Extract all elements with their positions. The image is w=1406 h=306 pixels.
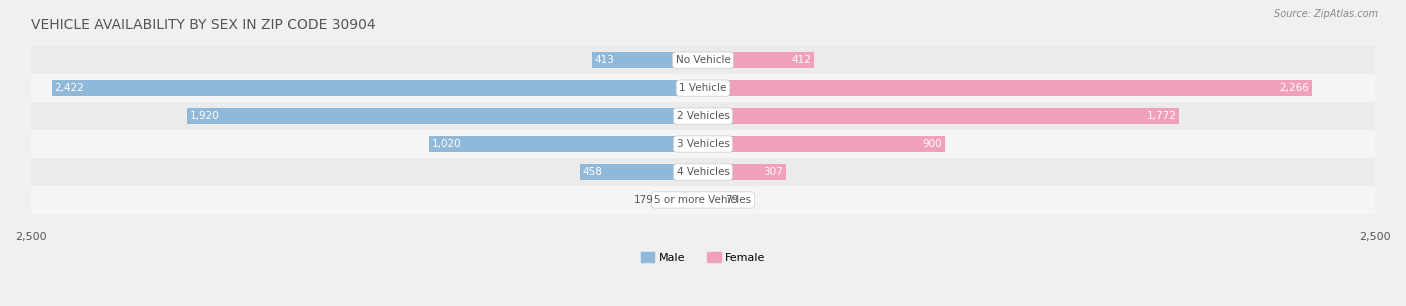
Text: 4 Vehicles: 4 Vehicles <box>676 167 730 177</box>
Bar <box>31 186 1375 214</box>
Text: Source: ZipAtlas.com: Source: ZipAtlas.com <box>1274 9 1378 19</box>
Bar <box>655 192 703 208</box>
Text: VEHICLE AVAILABILITY BY SEX IN ZIP CODE 30904: VEHICLE AVAILABILITY BY SEX IN ZIP CODE … <box>31 17 375 32</box>
Text: 179: 179 <box>634 195 654 205</box>
Bar <box>703 80 1312 96</box>
Text: 3 Vehicles: 3 Vehicles <box>676 139 730 149</box>
Bar <box>31 102 1375 130</box>
Bar <box>592 52 703 68</box>
Bar <box>31 130 1375 158</box>
Bar <box>31 74 1375 102</box>
Bar <box>429 136 703 152</box>
Text: 5 or more Vehicles: 5 or more Vehicles <box>654 195 752 205</box>
Text: 79: 79 <box>725 195 738 205</box>
Bar <box>579 164 703 180</box>
Text: 1 Vehicle: 1 Vehicle <box>679 83 727 93</box>
Bar <box>187 108 703 124</box>
Bar <box>703 108 1180 124</box>
Text: 900: 900 <box>922 139 942 149</box>
Text: 1,772: 1,772 <box>1147 111 1177 121</box>
Text: 412: 412 <box>792 55 811 65</box>
Text: 413: 413 <box>595 55 614 65</box>
Text: 458: 458 <box>582 167 602 177</box>
Bar <box>703 136 945 152</box>
Bar <box>52 80 703 96</box>
Text: 307: 307 <box>763 167 783 177</box>
Text: 2 Vehicles: 2 Vehicles <box>676 111 730 121</box>
Text: 2,266: 2,266 <box>1279 83 1309 93</box>
Bar <box>31 46 1375 74</box>
Text: 1,020: 1,020 <box>432 139 461 149</box>
Bar <box>703 164 786 180</box>
Bar <box>703 52 814 68</box>
Text: 2,422: 2,422 <box>55 83 84 93</box>
Text: 1,920: 1,920 <box>190 111 219 121</box>
Bar <box>31 158 1375 186</box>
Bar <box>703 192 724 208</box>
Text: No Vehicle: No Vehicle <box>675 55 731 65</box>
Legend: Male, Female: Male, Female <box>641 252 765 263</box>
